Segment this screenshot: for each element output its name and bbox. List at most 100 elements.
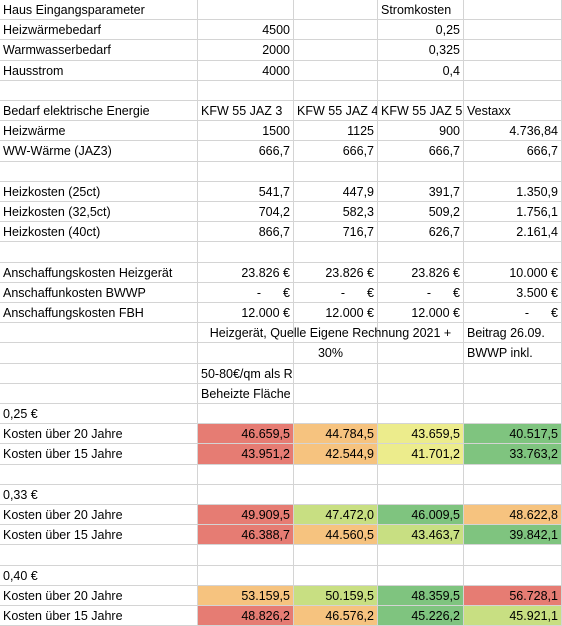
grid-cell[interactable] [294,545,378,566]
heizkosten-value[interactable]: 1.756,1 [464,202,562,222]
strom-price[interactable]: 0,25 [378,20,464,40]
grid-cell[interactable] [464,545,562,566]
grid-cell[interactable] [378,485,464,505]
grid-cell[interactable] [0,242,198,263]
kosten-value[interactable]: 43.659,5 [378,424,464,444]
anschaffung-value[interactable]: 12.000 € [378,303,464,323]
grid-cell[interactable] [0,545,198,566]
grid-cell[interactable] [294,364,378,384]
anschaffung-value[interactable]: 12.000 € [198,303,294,323]
heizkosten-value[interactable]: 391,7 [378,182,464,202]
section-title[interactable]: Haus Eingangsparameter [0,0,198,20]
kosten-value[interactable]: 39.842,1 [464,525,562,545]
grid-cell[interactable] [294,20,378,40]
grid-cell[interactable] [198,404,294,424]
grid-cell[interactable] [464,40,562,61]
param-value[interactable]: 4000 [198,61,294,81]
kosten-value[interactable]: 48.359,5 [378,586,464,606]
grid-cell[interactable] [464,465,562,485]
grid-cell[interactable] [0,465,198,485]
stromkosten-header[interactable]: Stromkosten [378,0,464,20]
grid-cell[interactable] [0,81,198,101]
grid-cell[interactable] [0,343,198,364]
kosten-value[interactable]: 46.576,2 [294,606,378,626]
bedarf-value[interactable]: 666,7 [198,141,294,162]
grid-cell[interactable] [464,566,562,586]
kosten-value[interactable]: 43.951,2 [198,444,294,465]
bedarf-value[interactable]: 900 [378,121,464,141]
kosten-value[interactable]: 49.909,5 [198,505,294,525]
kosten-value[interactable]: 48.826,2 [198,606,294,626]
grid-cell[interactable] [294,242,378,263]
grid-cell[interactable] [198,566,294,586]
bedarf-value[interactable]: 4.736,84 [464,121,562,141]
kosten-value[interactable]: 53.159,5 [198,586,294,606]
heizkosten-value[interactable]: 704,2 [198,202,294,222]
grid-cell[interactable] [294,323,378,343]
column-header[interactable]: Vestaxx [464,101,562,121]
param-value[interactable]: 4500 [198,20,294,40]
heizkosten-value[interactable]: 716,7 [294,222,378,242]
heizkosten-value[interactable]: 582,3 [294,202,378,222]
bedarf-label[interactable]: Heizwärme [0,121,198,141]
grid-cell[interactable] [464,0,562,20]
flaeche-note[interactable]: Beheizte Fläche 150qm [198,384,294,404]
grid-cell[interactable] [294,40,378,61]
grid-cell[interactable] [294,384,378,404]
kosten-value[interactable]: 40.517,5 [464,424,562,444]
grid-cell[interactable] [378,465,464,485]
kosten-value[interactable]: 41.701,2 [378,444,464,465]
anschaffung-value[interactable]: 12.000 € [294,303,378,323]
kosten-label[interactable]: Kosten über 15 Jahre [0,444,198,465]
grid-cell[interactable] [464,404,562,424]
grid-cell[interactable] [464,364,562,384]
grid-cell[interactable] [0,384,198,404]
param-label[interactable]: Hausstrom [0,61,198,81]
bedarf-header[interactable]: Bedarf elektrische Energie [0,101,198,121]
bedarf-label[interactable]: WW-Wärme (JAZ3) [0,141,198,162]
anschaffung-value[interactable]: - € [198,283,294,303]
kosten-value[interactable]: 45.921,1 [464,606,562,626]
kosten-value[interactable]: 44.784,5 [294,424,378,444]
richtwert-note[interactable]: 50-80€/qm als Richtwert [198,364,294,384]
bedarf-value[interactable]: 1125 [294,121,378,141]
grid-cell[interactable] [0,323,198,343]
kosten-value[interactable]: 46.009,5 [378,505,464,525]
kosten-value[interactable]: 33.763,2 [464,444,562,465]
kosten-label[interactable]: Kosten über 15 Jahre [0,525,198,545]
kosten-value[interactable]: 45.226,2 [378,606,464,626]
beitrag-note[interactable]: Beitrag 26.09. BWWP inkl. WW [464,323,562,364]
grid-cell[interactable] [198,485,294,505]
heizkosten-value[interactable]: 509,2 [378,202,464,222]
grid-cell[interactable] [198,162,294,182]
column-header[interactable]: KFW 55 JAZ 3 [198,101,294,121]
param-label[interactable]: Warmwasserbedarf [0,40,198,61]
heizkosten-label[interactable]: Heizkosten (32,5ct) [0,202,198,222]
anschaffung-value[interactable]: - € [294,283,378,303]
grid-cell[interactable] [294,465,378,485]
strom-price[interactable]: 0,325 [378,40,464,61]
strom-price[interactable]: 0,4 [378,61,464,81]
grid-cell[interactable] [294,0,378,20]
kosten-value[interactable]: 46.659,5 [198,424,294,444]
grid-cell[interactable] [378,545,464,566]
grid-cell[interactable] [198,465,294,485]
bedarf-value[interactable]: 666,7 [464,141,562,162]
grid-cell[interactable] [198,545,294,566]
anschaffung-label[interactable]: Anschaffunkosten BWWP [0,283,198,303]
grid-cell[interactable] [198,323,294,343]
grid-cell[interactable] [294,61,378,81]
heizkosten-value[interactable]: 1.350,9 [464,182,562,202]
anschaffung-value[interactable]: 3.500 € [464,283,562,303]
anschaffung-value[interactable]: 23.826 € [198,263,294,283]
anschaffung-value[interactable]: 23.826 € [378,263,464,283]
kosten-label[interactable]: Kosten über 20 Jahre [0,586,198,606]
grid-cell[interactable] [464,485,562,505]
grid-cell[interactable] [378,242,464,263]
grid-cell[interactable] [378,566,464,586]
grid-cell[interactable] [464,81,562,101]
heizkosten-value[interactable]: 2.161,4 [464,222,562,242]
grid-cell[interactable] [294,485,378,505]
kosten-value[interactable]: 56.728,1 [464,586,562,606]
heizkosten-label[interactable]: Heizkosten (40ct) [0,222,198,242]
